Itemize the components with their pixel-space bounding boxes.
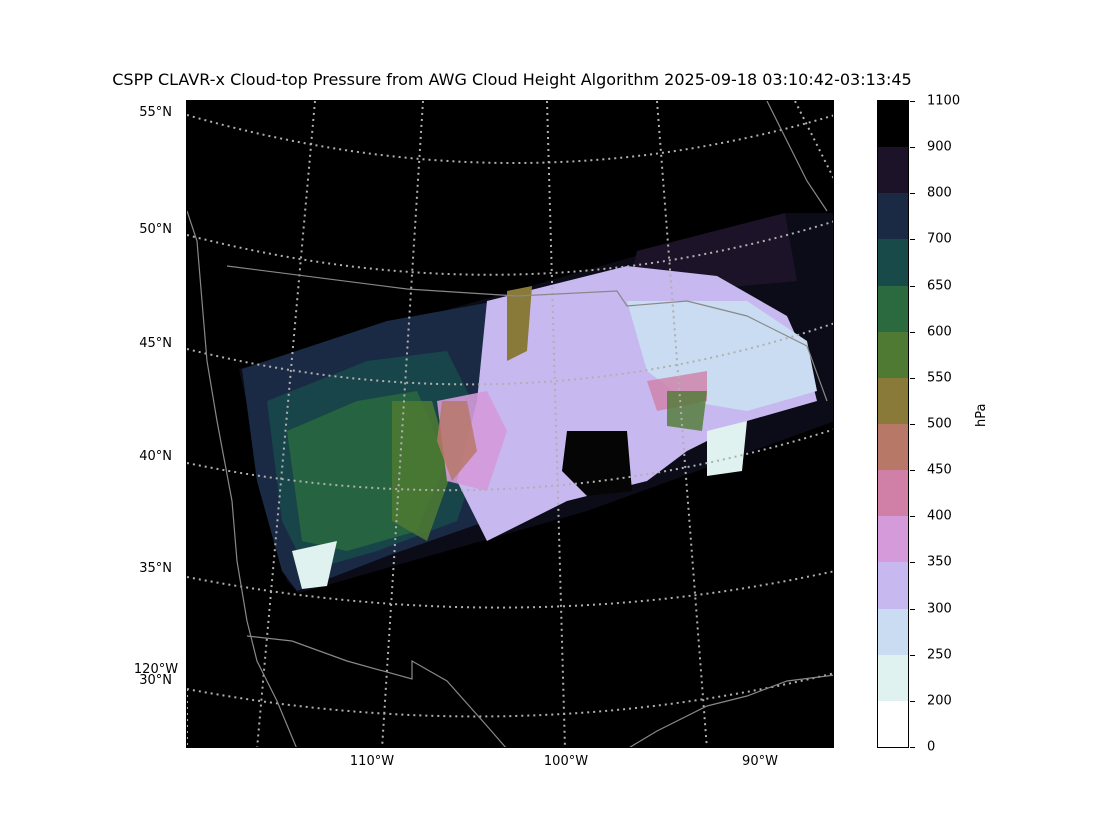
colorbar-segment [878,608,908,655]
colorbar-segment [878,561,908,609]
cloud-palest-east [707,421,747,476]
lon-label-100w: 100°W [543,754,589,769]
lon-label-110w: 110°W [349,754,395,769]
colorbar-segment [878,469,908,517]
parallel-50n [187,220,833,276]
colorbar-tick-label: 1100 [927,93,961,109]
colorbar [877,100,909,748]
colorbar-tick-label: 550 [927,370,952,386]
colorbar-tick [910,516,915,518]
lat-label-30n: 30°N [139,673,172,688]
colorbar-tick [910,608,915,610]
parallel-30n [187,672,833,718]
colorbar-segment [878,654,908,701]
colorbar-tick-label: 300 [927,601,952,617]
colorbar-tick [910,331,915,333]
colorbar-tick-label: 350 [927,554,952,570]
lat-label-40n: 40°N [139,449,172,464]
colorbar-tick [910,101,915,102]
west-coast [187,210,297,747]
colorbar-segment [878,192,908,240]
map-canvas [187,101,833,747]
lat-label-55n: 55°N [139,105,172,120]
great-lakes [766,101,828,212]
colorbar-tick-label: 250 [927,647,952,663]
colorbar-tick-label: 800 [927,185,952,201]
colorbar-tick [910,193,915,195]
colorbar-tick-label: 200 [927,693,952,709]
colorbar-tick [910,700,915,702]
colorbar-tick-label: 700 [927,231,952,247]
meridian-110w [256,101,316,747]
gulf-coast [629,674,833,747]
parallel-55n [187,114,833,164]
colorbar-tick [910,654,915,656]
lat-label-35n: 35°N [139,561,172,576]
plot-title: CSPP CLAVR-x Cloud-top Pressure from AWG… [112,70,912,89]
lat-label-50n: 50°N [139,222,172,237]
clear-hole [562,431,632,496]
colorbar-segment [878,423,908,471]
colorbar-tick [910,470,915,472]
cloud-green-east [667,391,707,431]
colorbar-segment [878,238,908,286]
colorbar-segment [878,515,908,563]
colorbar-tick [910,285,915,287]
parallel-35n [187,570,833,609]
meridian-105w [381,101,424,747]
colorbar-tick [910,377,915,379]
us-mexico-border [246,635,507,747]
colorbar-tick [910,562,915,564]
cloud-white-sw [292,541,337,589]
meridian-95w [656,101,708,747]
colorbar-tick [910,239,915,241]
cloud-brown-band [437,401,477,481]
cloud-olive-patch [392,401,452,541]
colorbar-segment [878,700,908,747]
colorbar-tick-label: 650 [927,278,952,294]
us-canada-border [226,265,828,402]
colorbar-tick-label: 500 [927,416,952,432]
colorbar-tick-label: 900 [927,139,952,155]
colorbar-tick [910,424,915,425]
colorbar-tick [910,147,915,149]
lat-label-45n: 45°N [139,336,172,351]
lon-label-120w: 120°W [133,662,179,677]
boundaries [187,101,833,747]
colorbar-tick-label: 0 [927,739,936,755]
colorbar-segment [878,331,908,378]
lon-label-90w: 90°W [742,754,778,769]
colorbar-tick-label: 400 [927,508,952,524]
cloud-olive-center [507,286,532,361]
colorbar-segment [878,285,908,332]
colorbar-segment [878,377,908,424]
map-panel [186,100,834,748]
colorbar-segment [878,146,908,194]
graticule [187,101,833,747]
colorbar-tick-label: 600 [927,324,952,340]
meridian-100w [546,101,566,747]
colorbar-tick [910,747,915,748]
colorbar-tick-label: 450 [927,462,952,478]
colorbar-segment [878,100,908,148]
colorbar-unit-label: hPa [974,403,989,427]
